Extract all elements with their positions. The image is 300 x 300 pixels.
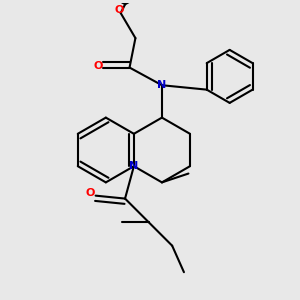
Text: O: O	[85, 188, 94, 198]
Text: N: N	[129, 161, 139, 171]
Text: N: N	[157, 80, 167, 90]
Text: O: O	[115, 5, 124, 15]
Text: O: O	[94, 61, 103, 71]
